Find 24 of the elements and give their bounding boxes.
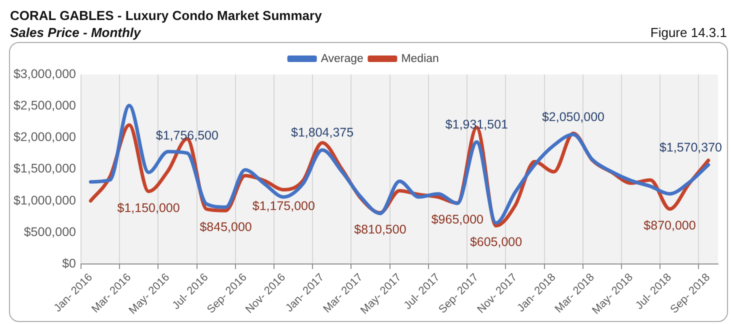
y-tick-label: $3,000,000 [13,66,76,81]
data-label: $1,175,000 [252,199,316,214]
data-label: $1,804,375 [291,125,354,140]
data-label: $845,000 [200,220,252,234]
data-label: $605,000 [470,235,522,250]
y-tick-label: $2,000,000 [13,130,76,144]
chart-subtitle: Sales Price - Monthly [10,24,141,41]
legend-label: Average [320,52,364,65]
data-label: $965,000 [431,212,484,226]
data-label: $2,050,000 [542,110,605,124]
legend-label: Median [401,52,439,65]
y-tick-label: $500,000 [24,224,76,239]
caption: Figure 14.3.1 [650,25,727,41]
data-label: $1,570,370 [659,140,722,154]
data-label: $810,500 [354,222,406,236]
y-tick-label: $2,500,000 [13,98,76,113]
chart-title: CORAL GABLES - Luxury Condo Market Summary [10,7,322,24]
y-tick-label: $1,500,000 [13,162,76,176]
data-label: $1,150,000 [117,200,180,215]
data-label: $870,000 [644,218,696,232]
data-label: $1,931,501 [445,117,508,132]
y-tick-label: $1,000,000 [13,193,76,208]
data-label: $1,756,500 [156,128,218,142]
y-tick-label: $0 [62,256,76,270]
